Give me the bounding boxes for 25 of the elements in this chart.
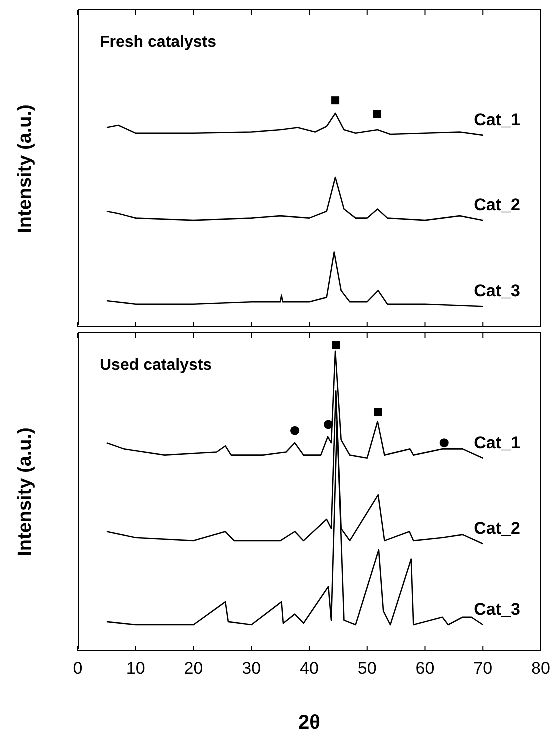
series-label: Cat_1	[474, 433, 520, 452]
x-tick-label: 10	[126, 659, 146, 678]
x-tick-label: 50	[358, 659, 377, 678]
series-label: Cat_3	[474, 282, 520, 301]
x-axis-title: 2θ	[298, 712, 320, 731]
x-tick-label: 40	[300, 659, 319, 678]
series-label: Cat_1	[474, 110, 520, 130]
x-tick-label: 0	[73, 659, 83, 678]
text: Used catalysts	[100, 357, 212, 375]
x-tick-label: 80	[532, 659, 550, 678]
x-tick-label: 20	[184, 659, 204, 678]
point	[324, 420, 334, 430]
y-axis-title: Intensity (a.u.)	[15, 104, 37, 233]
point	[440, 438, 449, 448]
x-tick-label: 60	[416, 659, 435, 678]
series-label: Cat_2	[474, 518, 520, 538]
point	[374, 408, 382, 416]
series-label: Cat_2	[474, 196, 520, 215]
x-tick-label: 30	[242, 659, 262, 678]
y-axis-title: Intensity (a.u.)	[15, 428, 37, 556]
chart-title: Fresh catalysts	[100, 34, 217, 52]
series-label: Cat_3	[474, 600, 520, 620]
point	[290, 426, 300, 436]
x-tick-label: 70	[474, 659, 493, 678]
point	[332, 341, 340, 350]
